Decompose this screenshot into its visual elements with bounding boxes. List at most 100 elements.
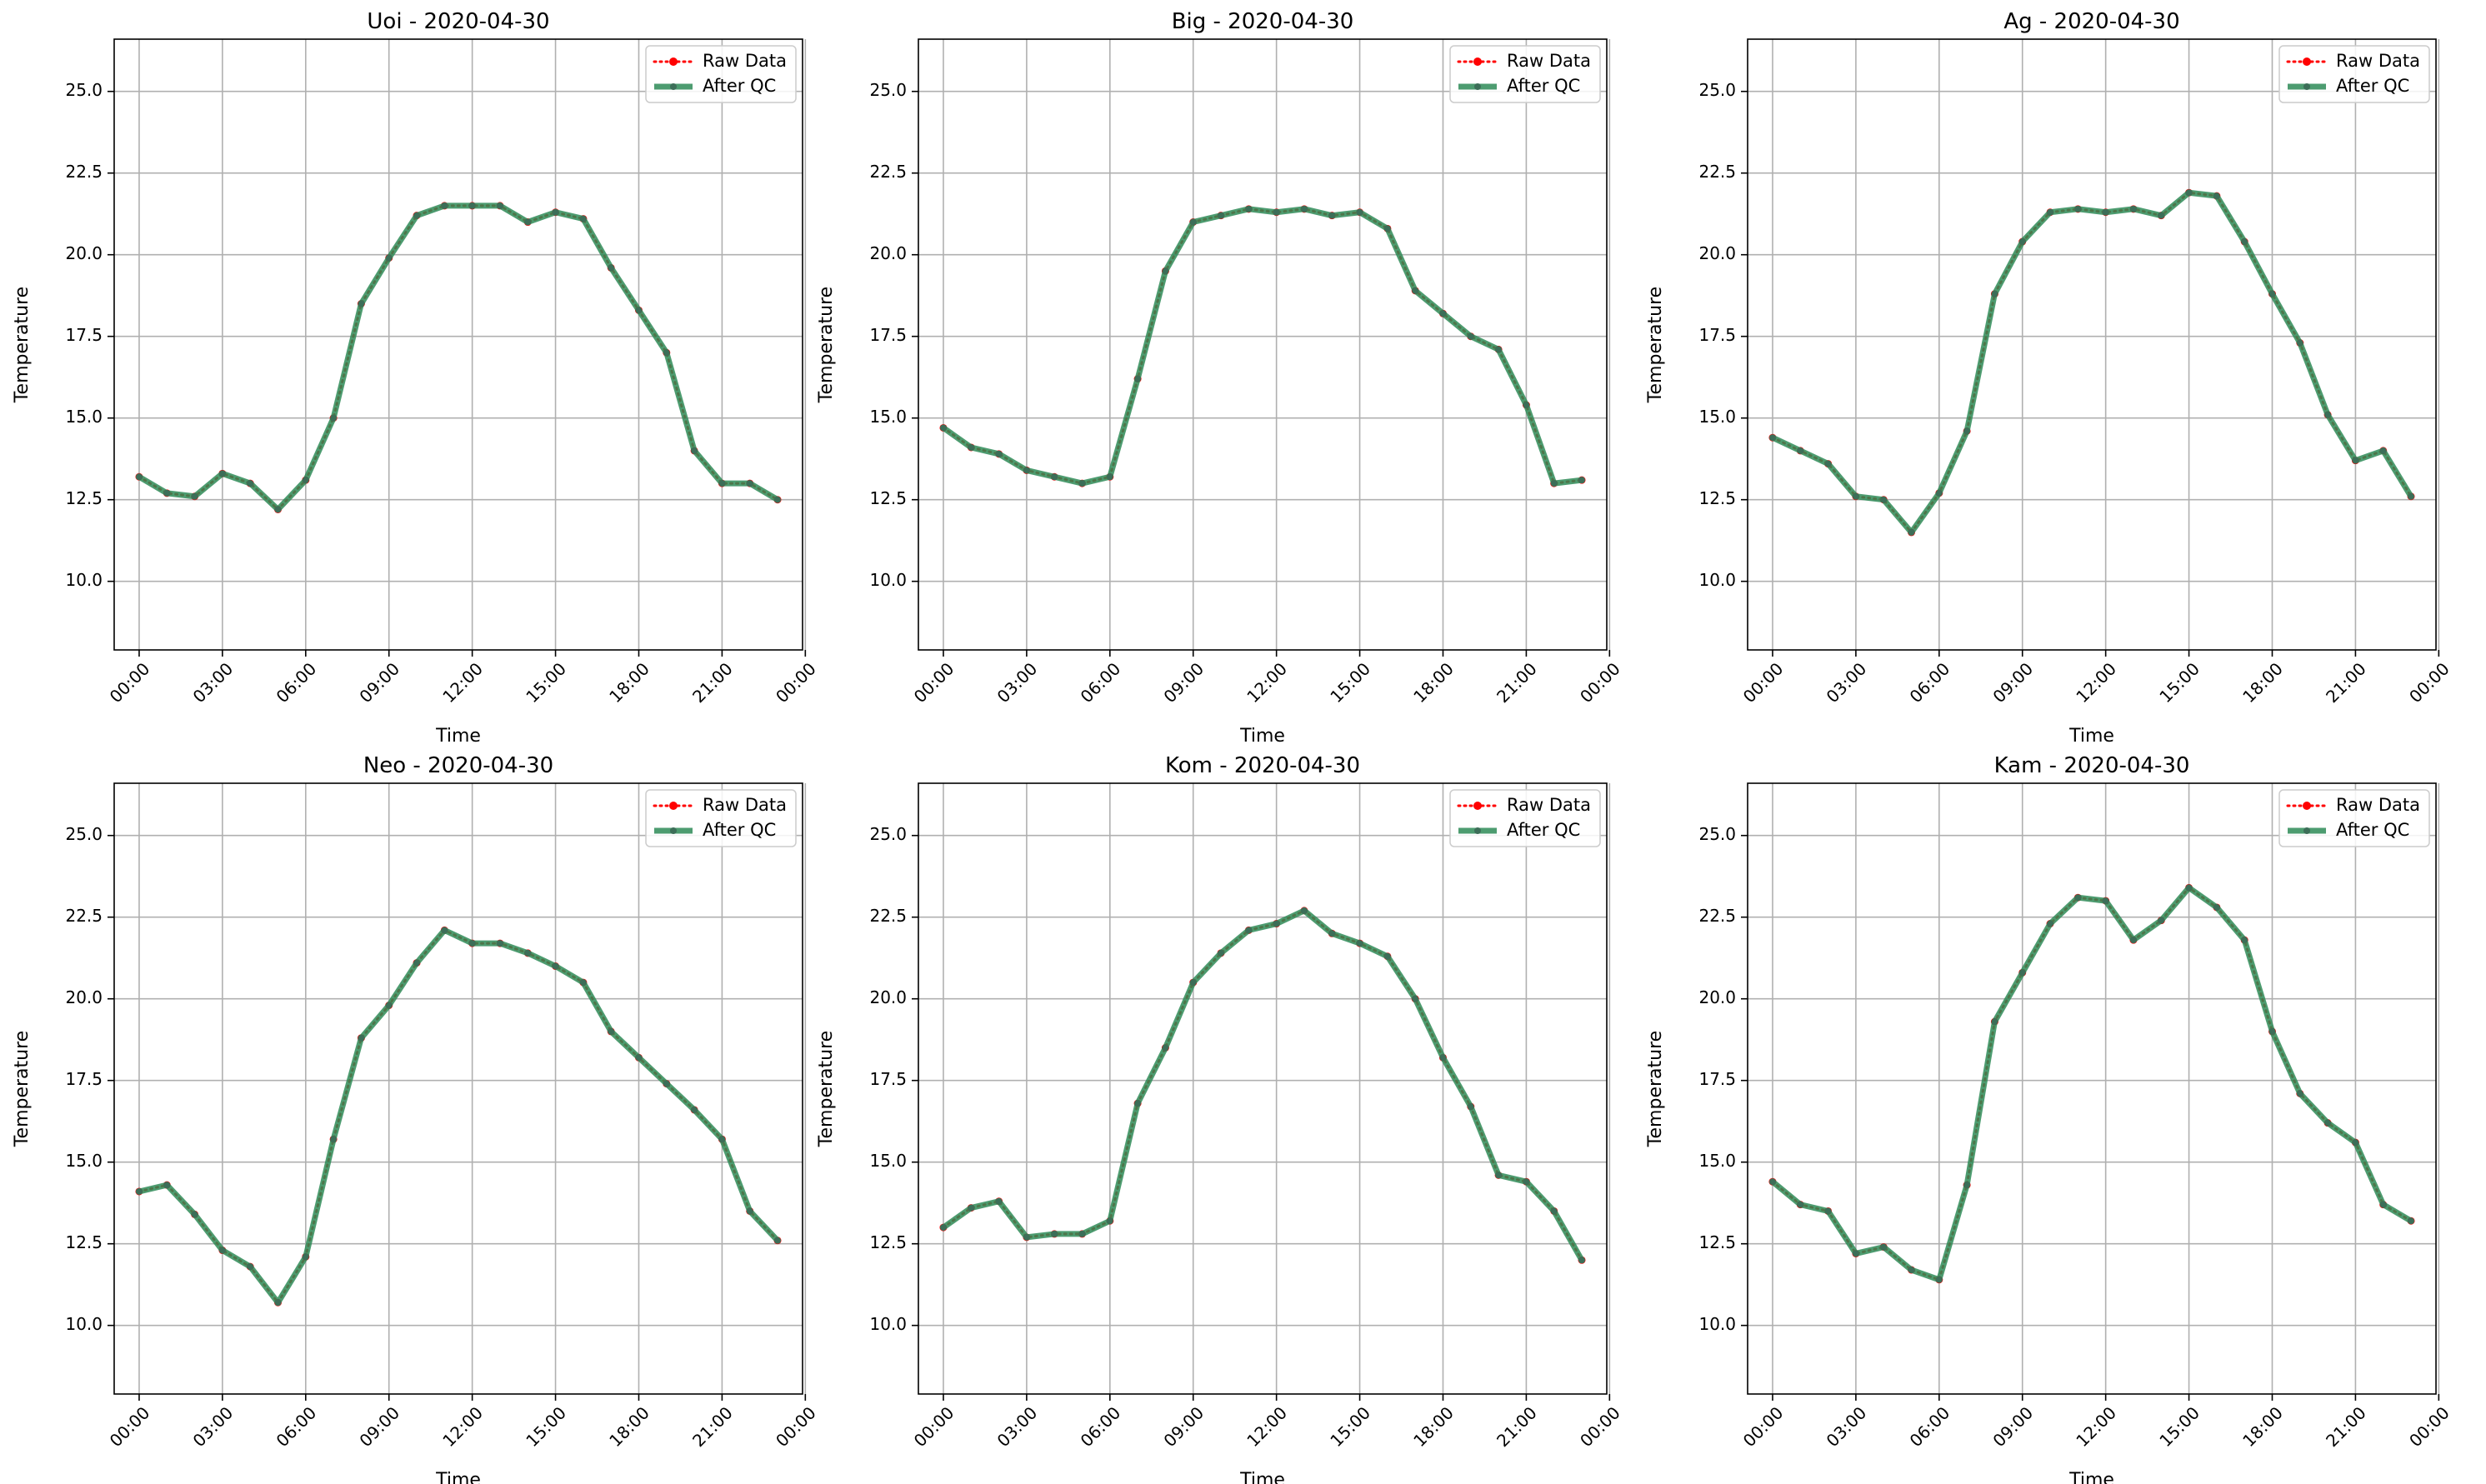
plot-area xyxy=(939,205,1586,487)
point-after-qc-21 xyxy=(2352,1139,2359,1147)
point-after-qc-13 xyxy=(496,202,503,209)
legend-marker-raw-data xyxy=(1473,57,1482,66)
x-tick-label-7: 21:00 xyxy=(688,1402,737,1451)
x-tick-label-2: 06:00 xyxy=(1077,1402,1125,1451)
x-axis: 00:00 03:00 06:00 09:00 12:00 15:00 18:00 21:00… xyxy=(106,650,820,707)
series-line-raw-data xyxy=(942,909,1583,1262)
x-tick-label-6: 18:00 xyxy=(2238,658,2287,707)
point-after-qc-19 xyxy=(1467,332,1474,340)
point-after-qc-1 xyxy=(1797,1201,1804,1208)
point-after-qc-4 xyxy=(1880,496,1888,503)
x-tick-label-8: 00:00 xyxy=(2405,1402,2453,1451)
x-tick-label-8: 00:00 xyxy=(772,658,820,707)
legend-label-after-qc: After QC xyxy=(703,76,776,96)
y-axis: 10.0 12.5 15.0 17.5 20.0 22.5 25.0 xyxy=(65,824,114,1334)
x-tick-label-0: 00:00 xyxy=(106,1402,154,1451)
x-tick-label-1: 03:00 xyxy=(1823,658,1871,707)
point-after-qc-17 xyxy=(2241,937,2248,944)
point-after-qc-10 xyxy=(413,212,421,219)
x-tick-label-3: 09:00 xyxy=(1159,658,1208,707)
y-tick-label-3: 17.5 xyxy=(1698,1069,1736,1089)
x-axis-label: Time xyxy=(2068,726,2114,747)
point-after-qc-20 xyxy=(1495,346,1503,353)
point-after-qc-2 xyxy=(191,1211,198,1218)
chart-title: Ag - 2020-04-30 xyxy=(2003,9,2179,34)
point-after-qc-8 xyxy=(1991,290,1998,297)
y-tick-label-6: 25.0 xyxy=(869,80,907,100)
y-tick-label-4: 20.0 xyxy=(65,987,103,1007)
point-after-qc-19 xyxy=(2296,339,2303,347)
legend-marker-raw-data xyxy=(669,802,678,810)
point-after-qc-13 xyxy=(2129,937,2137,944)
x-tick-label-1: 03:00 xyxy=(189,658,238,707)
x-tick-label-8: 00:00 xyxy=(1576,1402,1624,1451)
legend-marker-after-qc xyxy=(2303,827,2310,834)
point-after-qc-9 xyxy=(385,1002,393,1009)
point-after-qc-10 xyxy=(2047,208,2054,216)
x-axis-label: Time xyxy=(435,726,481,747)
y-tick-label-6: 25.0 xyxy=(1698,824,1736,844)
plot-area xyxy=(939,907,1586,1264)
point-after-qc-4 xyxy=(1051,473,1058,481)
point-after-qc-21 xyxy=(1523,402,1530,409)
grid xyxy=(114,783,807,1394)
x-tick-label-8: 00:00 xyxy=(2405,658,2453,707)
point-after-qc-15 xyxy=(552,962,559,970)
point-after-qc-7 xyxy=(330,1136,338,1143)
point-after-qc-13 xyxy=(2129,205,2137,212)
point-after-qc-14 xyxy=(2158,212,2165,219)
subplot-6: 00:00 03:00 06:00 09:00 12:00 15:00 18:00 21:00… xyxy=(1645,753,2453,1484)
point-after-qc-1 xyxy=(968,1204,975,1212)
point-after-qc-7 xyxy=(1963,427,1971,435)
x-tick-label-4: 12:00 xyxy=(438,658,487,707)
axes-frame xyxy=(918,38,1608,651)
point-after-qc-10 xyxy=(1218,212,1225,219)
chart-title: Kam - 2020-04-30 xyxy=(1994,753,2190,778)
grid xyxy=(114,39,807,650)
x-tick-label-0: 00:00 xyxy=(910,1402,958,1451)
point-after-qc-23 xyxy=(1578,1257,1586,1264)
point-after-qc-23 xyxy=(2408,1217,2415,1225)
y-tick-label-6: 25.0 xyxy=(65,80,103,100)
plot-area xyxy=(1768,188,2415,537)
point-after-qc-5 xyxy=(274,506,282,513)
point-after-qc-20 xyxy=(2324,1119,2332,1127)
y-tick-label-0: 10.0 xyxy=(869,1314,907,1334)
series-line-raw-data xyxy=(1771,191,2413,535)
y-tick-label-3: 17.5 xyxy=(65,325,103,345)
point-after-qc-22 xyxy=(2379,1201,2387,1208)
legend-marker-raw-data xyxy=(2303,802,2311,810)
y-axis: 10.0 12.5 15.0 17.5 20.0 22.5 25.0 xyxy=(869,80,918,590)
legend-label-after-qc: After QC xyxy=(2336,76,2409,96)
y-tick-label-4: 20.0 xyxy=(869,987,907,1007)
point-after-qc-14 xyxy=(1328,212,1336,219)
point-after-qc-8 xyxy=(1162,267,1169,275)
point-after-qc-9 xyxy=(385,254,393,262)
series-after-qc xyxy=(1768,884,2415,1283)
y-tick-label-1: 12.5 xyxy=(65,1232,103,1252)
series-raw-data xyxy=(135,202,782,513)
legend-marker-after-qc xyxy=(2303,83,2310,90)
x-tick-label-5: 15:00 xyxy=(1326,1402,1374,1451)
legend-marker-after-qc xyxy=(670,827,677,834)
point-after-qc-18 xyxy=(1439,310,1447,317)
point-after-qc-18 xyxy=(635,1054,643,1062)
point-after-qc-3 xyxy=(218,1247,226,1254)
x-axis: 00:00 03:00 06:00 09:00 12:00 15:00 18:00 21:00… xyxy=(1739,1394,2453,1451)
point-after-qc-12 xyxy=(1273,208,1280,216)
y-tick-label-4: 20.0 xyxy=(869,243,907,263)
x-tick-label-6: 18:00 xyxy=(2238,1402,2287,1451)
x-tick-label-3: 09:00 xyxy=(1988,658,2037,707)
legend-label-after-qc: After QC xyxy=(1507,76,1580,96)
point-after-qc-6 xyxy=(1106,1217,1113,1225)
point-after-qc-11 xyxy=(441,202,448,209)
subplot-5: 00:00 03:00 06:00 09:00 12:00 15:00 18:00 21:00… xyxy=(816,753,1624,1484)
y-tick-label-6: 25.0 xyxy=(1698,80,1736,100)
x-tick-label-2: 06:00 xyxy=(273,658,321,707)
point-after-qc-5 xyxy=(1908,1267,1915,1274)
legend-label-raw-data: Raw Data xyxy=(703,51,787,71)
series-line-raw-data xyxy=(138,928,779,1305)
x-axis-label: Time xyxy=(435,1470,481,1484)
point-after-qc-4 xyxy=(1880,1243,1888,1251)
point-after-qc-9 xyxy=(1189,979,1197,987)
